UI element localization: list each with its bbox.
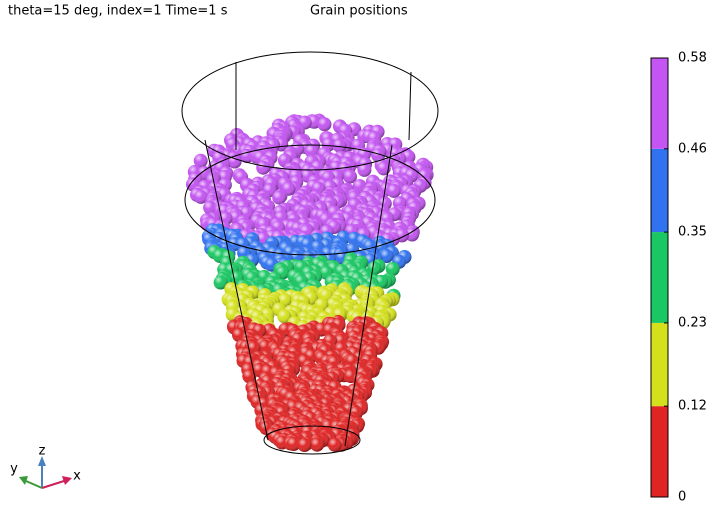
subtitle: theta=15 deg, index=1 Time=1 s	[8, 4, 228, 19]
grain-shade	[332, 138, 347, 153]
grain-shade	[193, 189, 208, 204]
hopper-edge	[408, 71, 412, 141]
colorbar-frame	[650, 57, 669, 498]
hopper-wireframe	[181, 51, 439, 455]
z-label: z	[39, 444, 46, 459]
grain-shade	[327, 437, 342, 452]
hopper-edge	[204, 139, 269, 441]
grain-shade	[256, 160, 271, 175]
grains	[186, 113, 434, 452]
y-label: y	[10, 462, 18, 477]
x-arrow-head	[62, 476, 72, 485]
z-arrow-head	[38, 456, 46, 466]
grain-shade	[297, 438, 312, 452]
grain-shade	[376, 161, 391, 176]
colorbar-tick-label: 0.23	[678, 315, 707, 330]
x-label: x	[73, 469, 81, 484]
chart-title: Grain positions	[310, 4, 408, 19]
hopper-edge	[344, 144, 393, 447]
axis-triad: z x y	[10, 444, 81, 489]
colorbar-tick-label: 0.58	[678, 51, 707, 66]
grain-shade	[379, 249, 394, 263]
grain-shade	[367, 261, 382, 276]
grain-shade	[193, 153, 208, 168]
grain-shade	[310, 437, 325, 452]
grain-shade	[277, 309, 292, 324]
grain-shade	[357, 162, 372, 177]
colorbar-band	[651, 322, 668, 407]
grain-shade	[386, 183, 401, 198]
colorbar-tick-label: 0	[678, 490, 686, 505]
hopper-rim	[181, 51, 439, 171]
colorbar-band	[651, 58, 668, 149]
grain-shade	[286, 437, 301, 451]
grain-shade	[272, 190, 287, 205]
hopper-ring	[184, 144, 436, 256]
x-arrow	[41, 480, 65, 489]
grain-shade	[343, 169, 357, 184]
grain-shade	[405, 227, 420, 242]
hopper-outlet	[263, 425, 361, 455]
colorbar-tick-label: 0.12	[678, 399, 707, 414]
grain-shade	[242, 369, 257, 384]
grain-shade	[213, 275, 228, 290]
grain-shade	[385, 262, 400, 276]
grain-shade	[317, 117, 332, 132]
colorbar-band	[651, 148, 668, 233]
y-arrow	[25, 480, 43, 489]
grain-shade	[203, 200, 218, 215]
colorbar-band	[651, 232, 668, 323]
colorbar-tick-label: 0.46	[678, 141, 707, 156]
y-arrow-head	[19, 476, 28, 485]
colorbar: 0 0.12 0.23 0.35 0.46 0.58	[650, 51, 707, 505]
colorbar-band	[651, 406, 668, 497]
colorbar-tick-label: 0.35	[678, 225, 707, 240]
